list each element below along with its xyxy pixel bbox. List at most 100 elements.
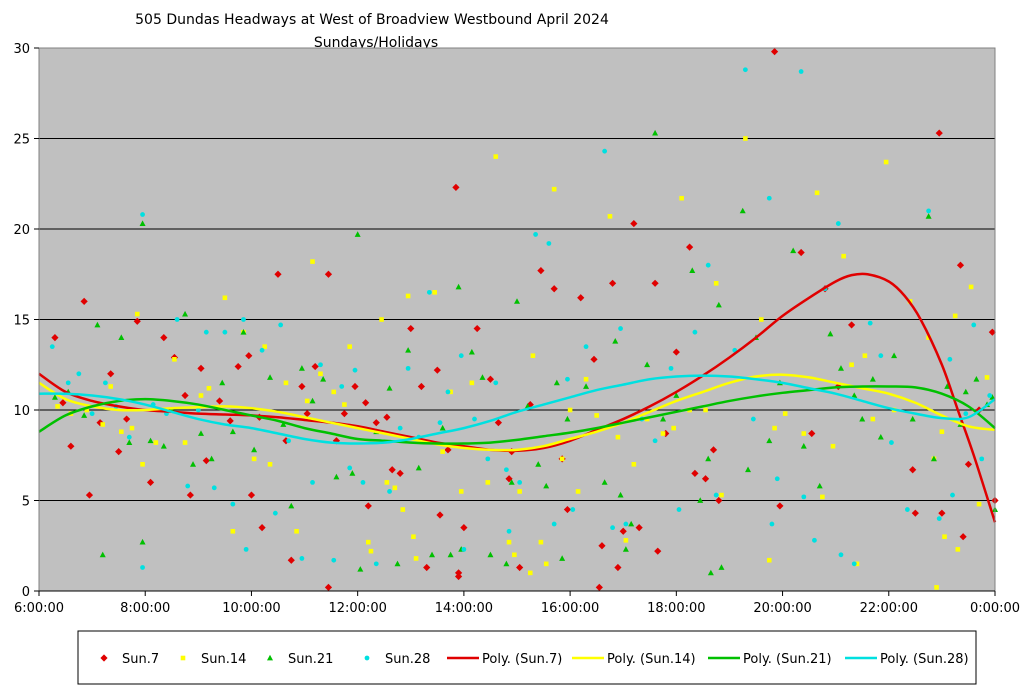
data-point: [280, 421, 287, 427]
y-tick-label: 30: [13, 42, 30, 57]
legend-item: Poly. (Sun.28): [845, 652, 969, 667]
data-point: [930, 455, 937, 462]
data-point: [298, 382, 306, 391]
data-point: [81, 412, 88, 418]
data-point: [51, 334, 59, 342]
series-sun-21: [51, 129, 998, 576]
data-point: [134, 311, 140, 317]
chart-subtitle: Sundays/Holidays: [314, 35, 438, 51]
data-point: [262, 344, 268, 349]
data-point: [413, 556, 419, 561]
data-point: [506, 539, 512, 545]
data-point: [454, 572, 463, 581]
data-point: [372, 419, 380, 427]
data-point: [622, 546, 629, 552]
data-point: [298, 365, 305, 371]
data-point: [851, 392, 858, 398]
legend: Sun.7 Sun.14 Sun.21 Sun.28 Poly. (Sun.7) Poly…: [77, 630, 977, 685]
data-point: [883, 159, 889, 165]
data-point: [339, 384, 345, 389]
data-point: [564, 415, 571, 422]
data-point: [660, 415, 667, 422]
data-point: [976, 501, 982, 507]
data-point: [830, 443, 836, 449]
data-point: [979, 456, 985, 462]
legend-label: Sun.7: [122, 652, 159, 667]
data-point: [934, 585, 939, 590]
data-point: [610, 525, 615, 531]
data-point: [553, 379, 560, 386]
data-point: [429, 551, 436, 558]
data-point: [400, 507, 406, 512]
data-point: [877, 433, 884, 440]
data-point: [115, 448, 123, 456]
data-point: [182, 440, 188, 445]
data-point: [859, 415, 866, 422]
trendline-poly-sun-28: [38, 374, 996, 445]
data-point: [331, 389, 337, 395]
data-point: [512, 552, 517, 558]
data-point: [272, 510, 278, 516]
data-point: [243, 546, 249, 552]
data-point: [458, 353, 464, 359]
data-point: [283, 380, 289, 386]
data-point: [384, 480, 390, 485]
x-tick-label: 10:00:00: [222, 601, 280, 616]
series-sun-28: [49, 67, 993, 570]
data-point: [485, 480, 491, 485]
data-point: [743, 136, 748, 141]
data-point: [635, 524, 643, 532]
data-point: [508, 479, 515, 485]
data-point: [590, 355, 598, 363]
data-point: [119, 429, 124, 435]
data-point: [609, 279, 617, 287]
legend-label: Poly. (Sun.21): [743, 652, 832, 667]
data-point: [583, 344, 589, 350]
data-point: [251, 446, 258, 453]
data-point: [487, 551, 494, 558]
data-point: [770, 48, 779, 56]
x-tick-label: 12:00:00: [328, 601, 386, 616]
legend-item: Sun.7: [100, 652, 159, 667]
data-point: [769, 521, 775, 527]
data-point: [619, 527, 627, 535]
data-point: [867, 320, 873, 326]
data-point: [222, 295, 228, 301]
data-point: [959, 533, 967, 541]
data-point: [950, 492, 955, 498]
data-point: [506, 528, 512, 534]
data-point: [630, 219, 638, 228]
data-point: [718, 564, 725, 570]
data-point: [766, 557, 772, 563]
data-point: [782, 411, 788, 416]
data-point: [878, 353, 884, 359]
data-point: [904, 507, 910, 512]
data-point: [387, 489, 392, 494]
data-point: [299, 556, 305, 561]
legend-item: Sun.28: [364, 652, 430, 667]
data-point: [705, 455, 712, 462]
data-point: [433, 366, 441, 374]
data-point: [411, 534, 416, 539]
data-point: [575, 489, 581, 494]
data-point: [595, 583, 603, 591]
y-tick-label: 20: [13, 223, 30, 238]
data-point: [357, 566, 364, 572]
data-point: [304, 398, 310, 404]
data-point: [530, 353, 536, 358]
data-point: [652, 129, 659, 136]
data-point: [195, 407, 201, 413]
data-point: [808, 429, 816, 438]
data-point: [709, 446, 718, 454]
data-point: [742, 67, 748, 73]
legend-item: Sun.21: [267, 652, 333, 667]
legend-item: Poly. (Sun.14): [572, 652, 696, 667]
data-point: [594, 413, 599, 418]
data-point: [583, 376, 589, 382]
data-point: [99, 551, 106, 558]
data-point: [354, 231, 361, 237]
data-point: [849, 362, 854, 368]
data-point: [713, 281, 719, 286]
data-point: [494, 419, 503, 427]
